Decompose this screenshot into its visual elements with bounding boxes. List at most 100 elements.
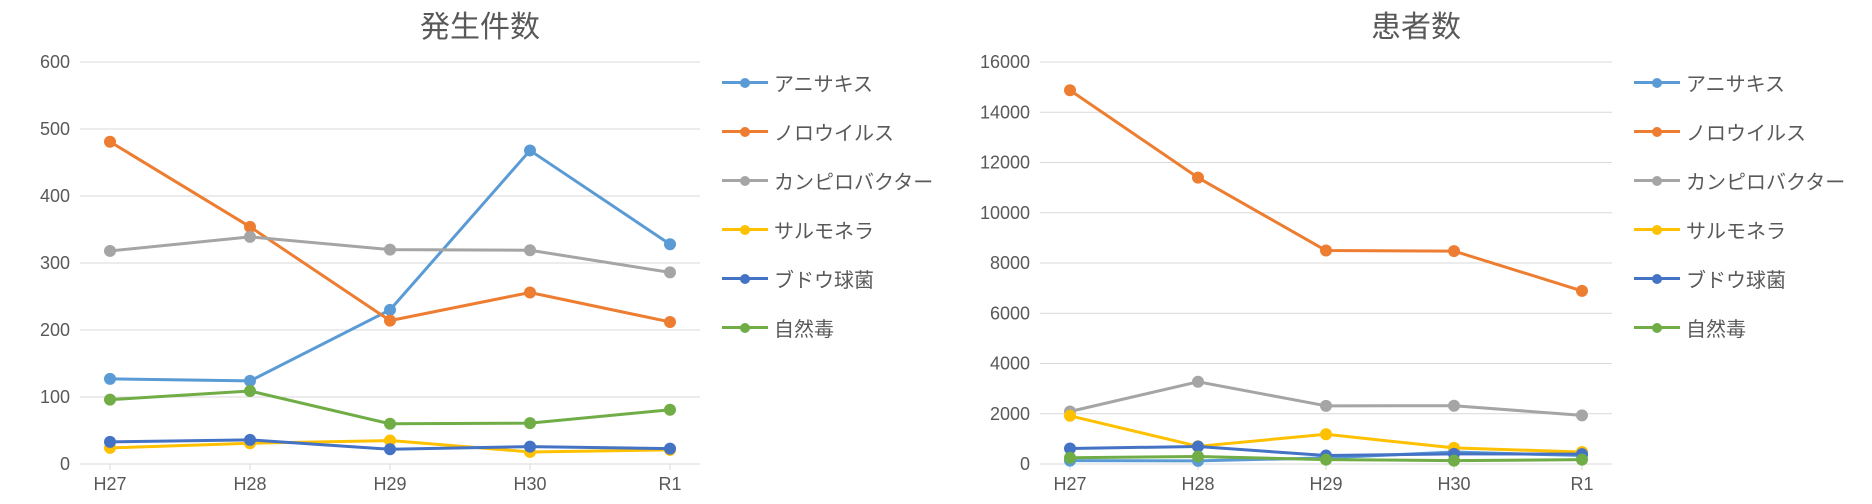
chart-row-patients: 0200040006000800010000120001400016000H27… xyxy=(960,52,1872,504)
svg-text:4000: 4000 xyxy=(990,354,1030,374)
series-marker-anisakis xyxy=(384,304,396,316)
svg-text:H29: H29 xyxy=(373,474,406,494)
series-marker-staph xyxy=(524,441,536,453)
svg-text:H30: H30 xyxy=(1437,474,1470,494)
svg-text:400: 400 xyxy=(40,186,70,206)
svg-text:H30: H30 xyxy=(513,474,546,494)
legend-label-anisakis: アニサキス xyxy=(774,68,873,97)
legend-item-natural: 自然毒 xyxy=(1634,313,1864,342)
dual-chart-wrap: 発生件数 0 100 200 300 400 500 600 H27 H28 H29 H30 R1 ア… xyxy=(0,0,1872,504)
svg-text:H27: H27 xyxy=(1053,474,1086,494)
line-chart-cases: 0 100 200 300 400 500 600 H27 H28 H29 H30 R1 xyxy=(0,52,710,504)
legend-label-campylobacter: カンピロバクター xyxy=(774,166,933,195)
legend-item-norovirus: ノロウイルス xyxy=(1634,117,1864,146)
series-marker-salmonella xyxy=(1320,428,1332,440)
svg-text:R1: R1 xyxy=(658,474,681,494)
series-marker-anisakis xyxy=(104,373,116,385)
series-line-anisakis xyxy=(110,150,670,380)
series-marker-norovirus xyxy=(664,316,676,328)
svg-text:0: 0 xyxy=(60,454,70,474)
legend-item-anisakis: アニサキス xyxy=(722,68,952,97)
series-marker-campylobacter xyxy=(1448,400,1460,412)
legend-label-anisakis: アニサキス xyxy=(1686,68,1785,97)
series-marker-natural xyxy=(1448,455,1460,467)
legend-label-salmonella: サルモネラ xyxy=(774,215,874,244)
legend-label-staph: ブドウ球菌 xyxy=(774,264,874,293)
series-marker-campylobacter xyxy=(664,266,676,278)
series-marker-natural xyxy=(244,385,256,397)
series-line-norovirus xyxy=(110,142,670,322)
chart-box-cases: 0 100 200 300 400 500 600 H27 H28 H29 H30 R1 xyxy=(0,52,710,504)
series-marker-campylobacter xyxy=(524,244,536,256)
series-marker-norovirus xyxy=(104,136,116,148)
svg-text:500: 500 xyxy=(40,119,70,139)
series-marker-natural xyxy=(524,417,536,429)
legend-item-staph: ブドウ球菌 xyxy=(722,264,952,293)
series-marker-staph xyxy=(104,436,116,448)
chart-title-cases: 発生件数 xyxy=(0,8,960,48)
svg-text:14000: 14000 xyxy=(980,102,1030,122)
series-marker-campylobacter xyxy=(1576,409,1588,421)
legend-patients: アニサキスノロウイルスカンピロバクターサルモネラブドウ球菌自然毒 xyxy=(1622,52,1872,504)
series-marker-natural xyxy=(1192,450,1204,462)
legend-label-salmonella: サルモネラ xyxy=(1686,215,1786,244)
svg-text:0: 0 xyxy=(1020,454,1030,474)
svg-text:10000: 10000 xyxy=(980,203,1030,223)
series-marker-natural xyxy=(1064,452,1076,464)
svg-text:6000: 6000 xyxy=(990,303,1030,323)
legend-label-staph: ブドウ球菌 xyxy=(1686,264,1786,293)
svg-text:200: 200 xyxy=(40,320,70,340)
svg-text:H29: H29 xyxy=(1309,474,1342,494)
svg-text:300: 300 xyxy=(40,253,70,273)
series-marker-campylobacter xyxy=(384,244,396,256)
legend-item-staph: ブドウ球菌 xyxy=(1634,264,1864,293)
legend-label-natural: 自然毒 xyxy=(1686,313,1746,342)
legend-item-salmonella: サルモネラ xyxy=(722,215,952,244)
svg-text:R1: R1 xyxy=(1570,474,1593,494)
svg-text:600: 600 xyxy=(40,52,70,72)
series-marker-campylobacter xyxy=(104,245,116,257)
series-marker-staph xyxy=(384,443,396,455)
svg-text:12000: 12000 xyxy=(980,153,1030,173)
series-marker-anisakis xyxy=(524,144,536,156)
series-marker-campylobacter xyxy=(244,231,256,243)
series-marker-salmonella xyxy=(1064,410,1076,422)
series-marker-staph xyxy=(664,443,676,455)
legend-item-natural: 自然毒 xyxy=(722,313,952,342)
series-marker-natural xyxy=(1320,454,1332,466)
chart-row-cases: 0 100 200 300 400 500 600 H27 H28 H29 H30 R1 アニサキスノ… xyxy=(0,52,960,504)
series-marker-norovirus xyxy=(1448,245,1460,257)
legend-item-campylobacter: カンピロバクター xyxy=(722,166,952,195)
series-marker-norovirus xyxy=(524,286,536,298)
panel-cases: 発生件数 0 100 200 300 400 500 600 H27 H28 H29 H30 R1 ア… xyxy=(0,0,960,504)
series-marker-norovirus xyxy=(1192,172,1204,184)
series-marker-anisakis xyxy=(664,238,676,250)
legend-label-natural: 自然毒 xyxy=(774,313,834,342)
series-marker-campylobacter xyxy=(1320,400,1332,412)
svg-text:H28: H28 xyxy=(233,474,266,494)
legend-item-norovirus: ノロウイルス xyxy=(722,117,952,146)
legend-label-norovirus: ノロウイルス xyxy=(774,117,894,146)
series-marker-norovirus xyxy=(1576,285,1588,297)
legend-label-campylobacter: カンピロバクター xyxy=(1686,166,1845,195)
legend-label-norovirus: ノロウイルス xyxy=(1686,117,1806,146)
series-marker-norovirus xyxy=(1320,245,1332,257)
panel-patients: 患者数 020004000600080001000012000140001600… xyxy=(960,0,1872,504)
series-line-norovirus xyxy=(1070,90,1582,291)
svg-text:2000: 2000 xyxy=(990,404,1030,424)
svg-text:H27: H27 xyxy=(93,474,126,494)
chart-box-patients: 0200040006000800010000120001400016000H27… xyxy=(960,52,1622,504)
legend-item-salmonella: サルモネラ xyxy=(1634,215,1864,244)
series-marker-natural xyxy=(1576,454,1588,466)
svg-text:H28: H28 xyxy=(1181,474,1214,494)
legend-item-anisakis: アニサキス xyxy=(1634,68,1864,97)
series-marker-norovirus xyxy=(1064,84,1076,96)
legend-cases: アニサキスノロウイルスカンピロバクターサルモネラブドウ球菌自然毒 xyxy=(710,52,960,504)
svg-text:8000: 8000 xyxy=(990,253,1030,273)
line-chart-patients: 0200040006000800010000120001400016000H27… xyxy=(960,52,1622,504)
chart-title-patients: 患者数 xyxy=(960,8,1872,48)
svg-text:100: 100 xyxy=(40,387,70,407)
legend-item-campylobacter: カンピロバクター xyxy=(1634,166,1864,195)
series-marker-campylobacter xyxy=(1192,376,1204,388)
series-marker-natural xyxy=(104,394,116,406)
